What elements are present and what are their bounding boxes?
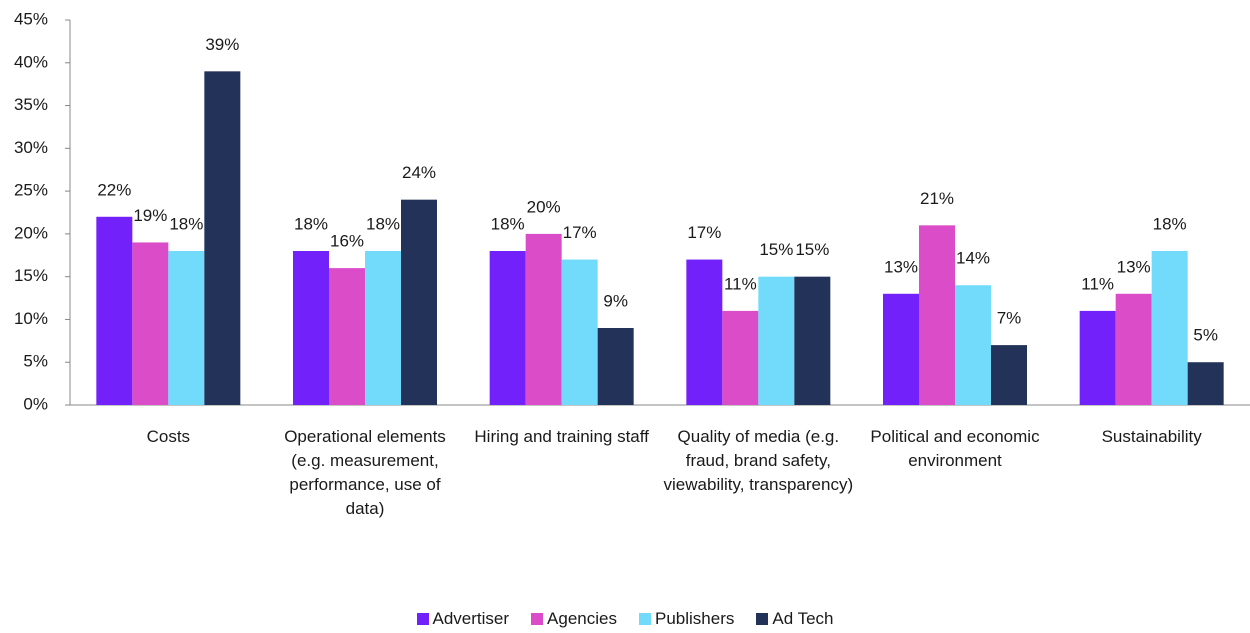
bar — [96, 216, 133, 405]
plot: 0%5%10%15%20%25%30%35%40%45%22%19% 18%39%… — [14, 9, 1250, 413]
bar — [401, 199, 437, 405]
data-label: 15% — [795, 240, 829, 259]
y-tick-label: 40% — [14, 52, 48, 71]
bar — [329, 268, 365, 405]
y-tick-label: 5% — [23, 352, 48, 371]
legend-label: Ad Tech — [772, 609, 834, 628]
x-tick-label: Operational elements (e.g. measurement, … — [284, 427, 446, 518]
data-label: 18% — [169, 214, 203, 233]
y-tick-label: 20% — [14, 223, 48, 242]
bar — [919, 225, 955, 405]
y-tick-label: 10% — [14, 309, 48, 328]
legend-item: Publishers — [638, 609, 735, 629]
bar — [758, 276, 795, 405]
data-label: 18% — [294, 214, 328, 233]
bar — [1187, 362, 1224, 405]
legend-item: Agencies — [531, 609, 617, 629]
bar — [204, 71, 241, 405]
legend-item: Ad Tech — [756, 609, 833, 629]
bar — [561, 259, 598, 405]
legend-label: Publishers — [654, 609, 735, 628]
y-tick-label: 25% — [14, 181, 48, 200]
data-label: 15% — [759, 240, 793, 259]
bar — [365, 251, 401, 405]
data-label: 13% — [884, 257, 918, 276]
legend-label: Agencies — [547, 609, 617, 628]
bar — [883, 293, 919, 405]
x-tick-label: Sustainability — [1101, 427, 1202, 446]
y-tick-label: 0% — [23, 394, 48, 413]
data-label: 18% — [1153, 214, 1187, 233]
bar — [525, 233, 562, 405]
y-tick-label: 45% — [14, 9, 48, 28]
data-label: 17% — [687, 223, 721, 242]
legend-swatch — [756, 613, 769, 625]
data-label: 18% — [491, 214, 525, 233]
x-tick-label: Political and economic environment — [870, 427, 1040, 470]
x-tick-label: Quality of media (e.g. fraud, brand safe… — [663, 427, 854, 494]
data-label: 22% — [97, 180, 131, 199]
data-label: 20% — [527, 197, 561, 216]
data-label: 16% — [330, 232, 364, 251]
legend-label: Advertiser — [432, 609, 510, 628]
data-label: 18% — [366, 214, 400, 233]
bar — [1151, 251, 1188, 405]
data-label: 19% — [133, 206, 167, 225]
data-label: 39% — [205, 35, 239, 54]
data-label: 21% — [920, 189, 954, 208]
legend-swatch — [531, 613, 544, 625]
bar — [597, 328, 634, 405]
x-tick-label: Hiring and training staff — [474, 427, 649, 446]
legend-item: Advertiser — [416, 609, 510, 629]
bar — [132, 242, 169, 405]
bar — [722, 310, 759, 405]
y-tick-label: 15% — [14, 266, 48, 285]
legend-swatch — [638, 613, 651, 625]
bar — [686, 259, 723, 405]
legend: Advertiser Agencies Publishers Ad Tech — [0, 609, 1250, 629]
data-label: 24% — [402, 163, 436, 182]
y-tick-label: 30% — [14, 138, 48, 157]
data-label: 5% — [1193, 326, 1218, 345]
bar — [1115, 293, 1152, 405]
legend-swatch — [416, 613, 429, 625]
data-label: 11% — [724, 274, 757, 293]
bar — [955, 285, 991, 405]
data-label: 11% — [1081, 274, 1114, 293]
data-label: 13% — [1117, 257, 1151, 276]
y-tick-label: 35% — [14, 95, 48, 114]
bar — [1079, 310, 1116, 405]
bar — [168, 251, 205, 405]
data-label: 14% — [956, 249, 990, 268]
data-label: 17% — [563, 223, 597, 242]
bar — [794, 276, 831, 405]
x-tick-label: Costs — [146, 427, 191, 446]
data-label: 7% — [997, 309, 1022, 328]
bar — [991, 345, 1027, 405]
bar — [489, 251, 526, 405]
data-label: 9% — [603, 291, 628, 310]
bar — [293, 251, 329, 405]
